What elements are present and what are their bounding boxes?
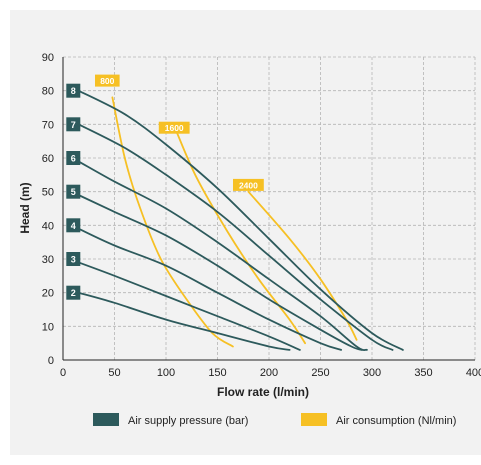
legend-label-consumption: Air consumption (Nl/min) xyxy=(336,415,456,427)
pressure-label-8: 8 xyxy=(71,86,76,96)
x-tick-label: 400 xyxy=(466,367,481,379)
tick-labels: 0 50 100 150 200 250 300 350 400 0 10 20 30 40 50 60 70 8… xyxy=(42,52,481,379)
consumption-label-2400: 2400 xyxy=(239,180,258,190)
consumption-line-1600 xyxy=(175,130,306,345)
pressure-label-2: 2 xyxy=(71,288,76,298)
consumption-label-1600: 1600 xyxy=(165,123,184,133)
consumption-label-box-2400 xyxy=(233,178,264,191)
x-tick-label: 250 xyxy=(311,367,329,379)
pressure-line-4 xyxy=(77,227,342,351)
pressure-label-box-7 xyxy=(66,117,81,132)
y-tick-label: 80 xyxy=(42,86,54,98)
y-tick-label: 60 xyxy=(42,153,54,165)
pressure-label-4: 4 xyxy=(71,221,76,231)
pressure-line-3 xyxy=(77,261,301,351)
grid xyxy=(63,56,476,360)
pressure-label-6: 6 xyxy=(71,154,76,164)
y-tick-label: 10 xyxy=(42,321,54,333)
legend-label-pressure: Air supply pressure (bar) xyxy=(128,415,248,427)
pressure-label-box-6 xyxy=(66,151,81,165)
pressure-label-5: 5 xyxy=(71,187,76,197)
x-tick-label: 100 xyxy=(157,367,175,379)
pressure-line-5 xyxy=(77,194,363,351)
pressure-line-8 xyxy=(77,89,404,351)
axes xyxy=(62,57,475,361)
legend-swatch-pressure xyxy=(93,413,119,426)
x-tick-label: 300 xyxy=(363,367,381,379)
y-tick-label: 40 xyxy=(42,220,54,232)
pressure-label-box-4 xyxy=(66,218,81,233)
pressure-label-box-3 xyxy=(66,252,81,266)
y-tick-label: 70 xyxy=(42,119,54,131)
series-labels: 8 7 6 5 4 3 2 800 1600 2400 xyxy=(66,74,264,300)
x-tick-label: 350 xyxy=(414,367,432,379)
y-tick-label: 90 xyxy=(42,52,54,64)
chart-card xyxy=(10,10,481,455)
y-tick-label: 0 xyxy=(48,355,54,367)
legend-swatch-consumption xyxy=(301,413,327,426)
pressure-line-6 xyxy=(77,160,368,351)
pressure-label-box-8 xyxy=(66,83,81,98)
x-axis-title: Flow rate (l/min) xyxy=(217,385,309,399)
pressure-label-3: 3 xyxy=(71,255,76,265)
x-tick-label: 150 xyxy=(208,367,226,379)
consumption-line-2400 xyxy=(247,190,358,341)
x-tick-label: 50 xyxy=(108,367,120,379)
pressure-line-2 xyxy=(77,291,291,351)
y-axis-title: Head (m) xyxy=(18,182,32,233)
consumption-label-box-1600 xyxy=(158,121,190,134)
pressure-line-7 xyxy=(77,123,394,351)
x-tick-label: 0 xyxy=(60,367,66,379)
y-tick-label: 50 xyxy=(42,187,54,199)
consumption-label-800: 800 xyxy=(100,76,114,86)
legend: Air supply pressure (bar) Air consumptio… xyxy=(93,413,456,427)
consumption-label-box-800 xyxy=(95,74,120,87)
y-tick-label: 30 xyxy=(42,254,54,266)
pressure-label-7: 7 xyxy=(71,120,76,130)
x-tick-label: 200 xyxy=(260,367,278,379)
y-tick-label: 20 xyxy=(42,288,54,300)
pressure-label-box-5 xyxy=(66,184,81,199)
pressure-label-box-2 xyxy=(66,285,81,300)
consumption-line-800 xyxy=(111,96,234,348)
series xyxy=(77,89,404,351)
